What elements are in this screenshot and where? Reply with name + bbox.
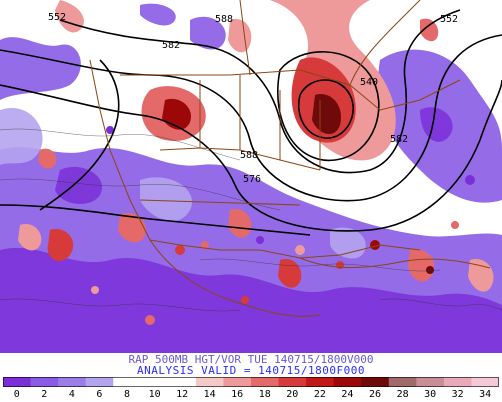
colorbar-swatch	[58, 377, 87, 387]
colorbar-label: 34	[479, 389, 492, 400]
colorbar-swatch	[85, 377, 114, 387]
contour-label: 588	[240, 150, 258, 161]
colorbar-label: 26	[368, 389, 382, 400]
contour-label: 582	[390, 134, 408, 145]
contour-label: 576	[243, 174, 261, 185]
height-contours	[0, 9, 502, 236]
colorbar-label: 12	[176, 389, 189, 400]
contour-label: 582	[162, 40, 180, 51]
colorbar-swatch	[278, 377, 307, 387]
colorbar-label: 22	[313, 389, 326, 400]
colorbar-label: 2	[41, 389, 48, 400]
colorbar-swatch	[168, 377, 197, 387]
colorbar-label: 10	[148, 389, 161, 400]
contour-label: 588	[215, 14, 233, 25]
deep-negative-vorticity-fill	[0, 107, 502, 353]
colorbar-swatch	[113, 377, 142, 387]
analysis-valid-line: ANALYSIS VALID = 140715/1800F000	[137, 364, 365, 377]
colorbar-label: 18	[258, 389, 271, 400]
colorbar-label: 24	[341, 389, 354, 400]
colorbar-label: 28	[396, 389, 409, 400]
colorbar-swatch	[361, 377, 390, 387]
colorbar-label: 14	[203, 389, 216, 400]
map-title-area: RAP 500MB HGT/VOR TUE 140715/1800V000 AN…	[0, 353, 502, 377]
colorbar-label: 30	[424, 389, 437, 400]
colorbar-label: 16	[231, 389, 244, 400]
colorbar-swatch	[140, 377, 169, 387]
map-canvas: 552 582 588 576 588 582 552 540	[0, 0, 502, 353]
colorbar-label: 20	[286, 389, 299, 400]
colorbar-swatch	[306, 377, 335, 387]
contour-label: 552	[48, 12, 66, 23]
contour-labels: 552 582 588 576 588 582 552 540	[48, 12, 458, 185]
colorbar-swatch	[251, 377, 280, 387]
colorbar-swatch	[30, 377, 59, 387]
contour-label: 540	[360, 77, 378, 88]
political-boundaries	[89, 0, 491, 317]
colorbar-swatch	[443, 377, 472, 387]
colorbar-swatch	[3, 377, 32, 387]
colorbar-label: 32	[451, 389, 464, 400]
colorbar-label: 8	[123, 389, 131, 400]
colorbar-swatch	[471, 377, 499, 387]
colorbar-swatch	[416, 377, 445, 387]
colorbar-label: 4	[68, 389, 75, 400]
vorticity-speckles	[91, 126, 475, 325]
contour-label: 552	[440, 14, 458, 25]
colorbar-swatch	[195, 377, 224, 387]
colorbar-swatch	[223, 377, 252, 387]
colorbar-labels: 0 2 4 6 8 10 12 14 16 18 20 22 24 26 28 30 32 34	[0, 389, 502, 402]
colorbar-swatch	[333, 377, 362, 387]
colorbar-swatch	[388, 377, 417, 387]
product-title: RAP 500MB HGT/VOR TUE 140715/1800V000	[128, 353, 374, 366]
vorticity-contours	[0, 128, 502, 312]
colorbar-border	[3, 377, 499, 387]
colorbar-label: 6	[96, 389, 103, 400]
colorbar-label: 0	[13, 389, 20, 400]
colorbar	[3, 377, 499, 387]
vorticity-map: 552 582 588 576 588 582 552 540	[0, 0, 502, 353]
